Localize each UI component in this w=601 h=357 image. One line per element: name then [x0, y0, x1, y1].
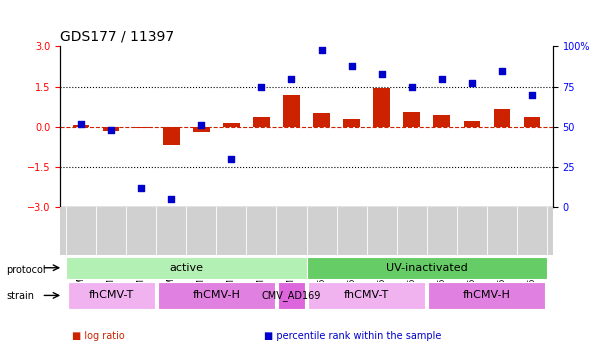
Bar — [283, 95, 300, 127]
Bar — [343, 119, 360, 127]
FancyBboxPatch shape — [278, 282, 305, 309]
Point — [106, 127, 116, 133]
Point — [287, 76, 296, 81]
Text: CMV_AD169: CMV_AD169 — [262, 290, 321, 301]
FancyBboxPatch shape — [68, 282, 155, 309]
Bar — [163, 127, 180, 146]
Point — [527, 92, 537, 97]
Text: fhCMV-H: fhCMV-H — [463, 290, 511, 301]
Bar — [313, 114, 330, 127]
Bar — [463, 121, 480, 127]
Bar — [223, 123, 240, 127]
Text: GDS177 / 11397: GDS177 / 11397 — [60, 30, 174, 44]
Bar — [493, 109, 510, 127]
Point — [317, 47, 326, 52]
Bar — [403, 112, 420, 127]
Point — [197, 122, 206, 128]
Bar — [523, 117, 540, 127]
Point — [257, 84, 266, 89]
Point — [76, 121, 86, 126]
Text: fhCMV-T: fhCMV-T — [88, 290, 134, 301]
Text: UV-inactivated: UV-inactivated — [386, 263, 468, 273]
Point — [437, 76, 447, 81]
Text: fhCMV-H: fhCMV-H — [192, 290, 240, 301]
Point — [497, 68, 507, 74]
Bar — [133, 127, 150, 128]
Point — [377, 71, 386, 77]
Bar — [253, 117, 270, 127]
Point — [467, 81, 477, 86]
FancyBboxPatch shape — [307, 256, 547, 279]
Point — [227, 156, 236, 162]
Text: protocol: protocol — [6, 265, 46, 275]
Bar — [73, 125, 90, 127]
Point — [347, 63, 356, 69]
Point — [136, 185, 146, 191]
Text: strain: strain — [6, 291, 34, 301]
Text: active: active — [169, 263, 203, 273]
Bar — [433, 115, 450, 127]
Point — [407, 84, 416, 89]
Bar — [373, 88, 390, 127]
Text: fhCMV-T: fhCMV-T — [344, 290, 389, 301]
FancyBboxPatch shape — [308, 282, 425, 309]
FancyBboxPatch shape — [428, 282, 546, 309]
Text: ■ percentile rank within the sample: ■ percentile rank within the sample — [264, 331, 442, 341]
Point — [166, 196, 176, 202]
Bar — [193, 127, 210, 132]
Text: ■ log ratio: ■ log ratio — [72, 331, 125, 341]
FancyBboxPatch shape — [157, 282, 275, 309]
Bar — [103, 127, 120, 131]
FancyBboxPatch shape — [66, 256, 307, 279]
